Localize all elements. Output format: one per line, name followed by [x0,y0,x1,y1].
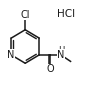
Text: N: N [7,50,15,60]
Text: H: H [58,46,64,55]
Text: O: O [46,64,54,74]
Text: N: N [57,50,65,60]
Text: Cl: Cl [20,10,30,20]
Text: HCl: HCl [57,9,75,19]
